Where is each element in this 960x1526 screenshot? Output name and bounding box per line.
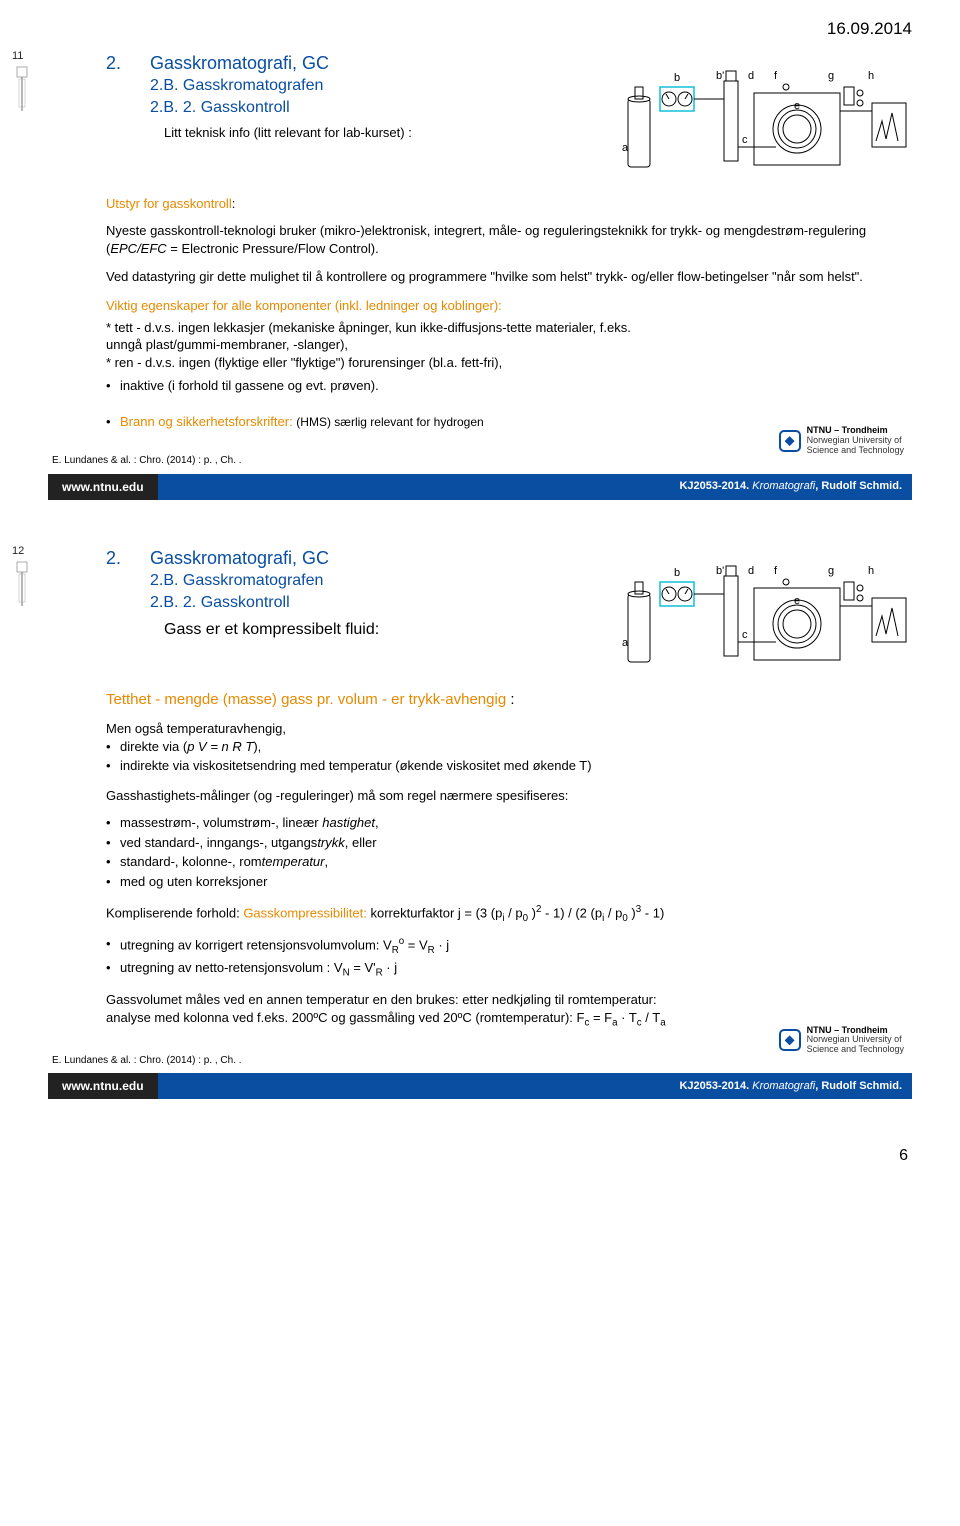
footer-url: www.ntnu.edu: [48, 474, 158, 500]
ntnu-logo-icon: [779, 1029, 801, 1051]
paragraph-2: Ved datastyring gir dette mulighet til å…: [106, 268, 912, 286]
title-number: 2.: [106, 51, 150, 75]
gass-head: Gass er et kompressibelt fluid:: [164, 619, 584, 641]
svg-text:d: d: [748, 565, 754, 577]
gc-diagram: a b b' d c f: [616, 546, 912, 676]
section-head: Viktig egenskaper for alle komponenter (…: [106, 297, 912, 315]
title-block: 2.Gasskromatografi, GC 2.B. Gasskromatog…: [106, 546, 584, 641]
svg-text:b': b': [716, 70, 724, 82]
slide-number: 11: [12, 49, 23, 64]
ntnu-badge: NTNU – Trondheim Norwegian University of…: [779, 426, 904, 456]
svg-text:f: f: [774, 565, 778, 577]
ntnu-badge: NTNU – Trondheim Norwegian University of…: [779, 1026, 904, 1056]
kompl-line: Kompliserende forhold: Gasskompressibili…: [106, 903, 912, 925]
utreg-list: utregning av korrigert retensjonsvolumvo…: [106, 935, 912, 980]
subtitle-2: 2.B. 2. Gasskontroll: [150, 592, 584, 614]
lead-text: Litt teknisk info (litt relevant for lab…: [164, 124, 584, 142]
svg-text:b': b': [716, 565, 724, 577]
svg-text:g: g: [828, 70, 834, 82]
title-text: Gasskromatografi, GC: [150, 53, 329, 73]
svg-text:h: h: [868, 70, 874, 82]
footer-url: www.ntnu.edu: [48, 1073, 158, 1099]
svg-text:a: a: [622, 142, 629, 154]
slide-number: 12: [12, 544, 24, 559]
utstyr-label: Utstyr for gasskontroll: [106, 196, 232, 211]
slide-11: 11 2.Gasskromatografi, GC 2.B. Gasskroma…: [48, 51, 912, 500]
svg-text:a: a: [622, 637, 629, 649]
title-block: 2.Gasskromatografi, GC 2.B. Gasskromatog…: [106, 51, 584, 150]
footer-bar: www.ntnu.edu KJ2053-2014. Kromatografi, …: [48, 1073, 912, 1099]
svg-text:e: e: [794, 100, 800, 112]
footer-cite: E. Lundanes & al. : Chro. (2014) : p. , …: [52, 454, 912, 468]
gc-diagram: a b b' d c: [616, 51, 912, 181]
svg-text:g: g: [828, 565, 834, 577]
svg-text:b: b: [674, 72, 680, 84]
gassvol-para: Gassvolumet måles ved en annen temperatu…: [106, 991, 912, 1029]
date-header: 16.09.2014: [48, 18, 912, 41]
men-line: Men også temperaturavhengig,: [106, 720, 912, 738]
svg-text:h: h: [868, 565, 874, 577]
dep-list: direkte via (p V = n R T), indirekte via…: [106, 738, 912, 775]
column-icon: [10, 65, 34, 115]
title-number: 2.: [106, 546, 150, 570]
svg-text:f: f: [774, 70, 778, 82]
tetthet-line: Tetthet - mengde (masse) gass pr. volum …: [106, 690, 912, 710]
gasshast-head: Gasshastighets-målinger (og -reguleringe…: [106, 787, 912, 805]
ntnu-logo-icon: [779, 430, 801, 452]
star-list: * tett - d.v.s. ingen lekkasjer (mekanis…: [106, 319, 912, 372]
subtitle-2: 2.B. 2. Gasskontroll: [150, 97, 584, 119]
svg-text:e: e: [794, 595, 800, 607]
column-icon: [10, 560, 34, 610]
footer-bar: www.ntnu.edu KJ2053-2014. Kromatografi, …: [48, 474, 912, 500]
svg-text:d: d: [748, 70, 754, 82]
svg-text:c: c: [742, 629, 748, 641]
svg-text:c: c: [742, 134, 748, 146]
bullet-list: inaktive (i forhold til gassene og evt. …: [106, 377, 912, 395]
paragraph-1: Nyeste gasskontroll-teknologi bruker (mi…: [106, 222, 912, 257]
subtitle-1: 2.B. Gasskromatografen: [150, 75, 584, 97]
spec-list: massestrøm-, volumstrøm-, lineær hastigh…: [106, 814, 912, 890]
subtitle-1: 2.B. Gasskromatografen: [150, 570, 584, 592]
footer-cite: E. Lundanes & al. : Chro. (2014) : p. , …: [52, 1054, 912, 1068]
svg-text:b: b: [674, 567, 680, 579]
title-text: Gasskromatografi, GC: [150, 548, 329, 568]
slide-12: 12 2.Gasskromatografi, GC 2.B. Gasskroma…: [48, 546, 912, 1099]
page-number: 6: [48, 1145, 912, 1167]
